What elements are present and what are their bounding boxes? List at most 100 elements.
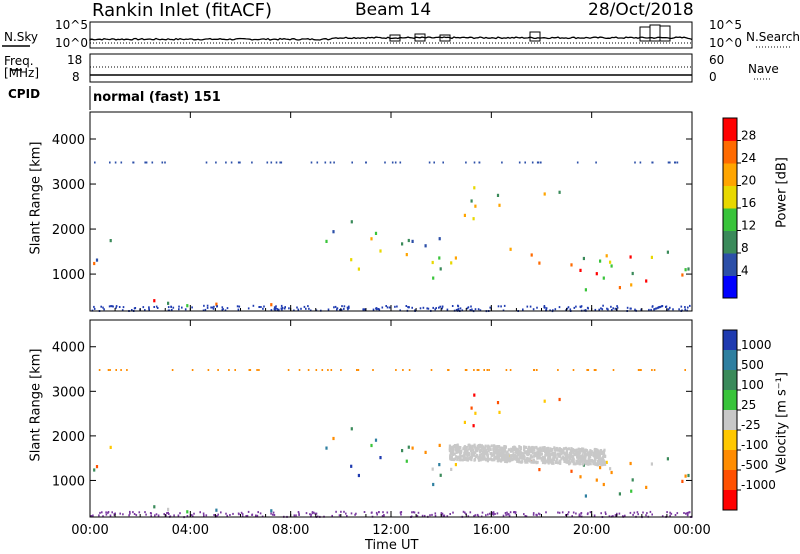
data-cell bbox=[488, 457, 491, 461]
data-cell bbox=[559, 459, 562, 463]
data-cell bbox=[465, 512, 467, 515]
data-cell bbox=[533, 448, 536, 452]
data-cell bbox=[251, 513, 254, 516]
data-cell bbox=[202, 512, 205, 515]
data-cell bbox=[145, 161, 148, 164]
power-colorbar-bin bbox=[723, 118, 737, 141]
data-cell bbox=[479, 456, 482, 460]
data-cell bbox=[379, 456, 382, 460]
data-cell bbox=[300, 307, 302, 310]
data-cell bbox=[577, 453, 580, 457]
cpid-value: normal (fast) 151 bbox=[93, 90, 221, 105]
nsky-series-line bbox=[89, 36, 693, 41]
data-cell bbox=[144, 309, 146, 312]
data-cell bbox=[545, 307, 548, 310]
data-cell bbox=[518, 452, 521, 456]
velocity-colorbar-tick-label: -1000 bbox=[741, 478, 776, 492]
data-cell bbox=[343, 307, 345, 310]
data-cell bbox=[472, 448, 475, 452]
data-cell bbox=[161, 161, 164, 164]
data-cell bbox=[258, 306, 260, 308]
data-cell bbox=[293, 514, 296, 517]
data-cell bbox=[279, 161, 281, 164]
data-cell bbox=[476, 444, 479, 448]
data-cell bbox=[338, 514, 341, 517]
power-colorbar-bin bbox=[723, 163, 737, 186]
data-cell bbox=[646, 512, 648, 515]
data-cell bbox=[405, 305, 408, 307]
data-cell bbox=[484, 451, 487, 455]
data-cell bbox=[598, 462, 601, 466]
data-cell bbox=[371, 511, 373, 514]
data-cell bbox=[519, 455, 522, 459]
data-cell bbox=[217, 513, 219, 516]
data-cell bbox=[471, 308, 473, 311]
data-cell bbox=[252, 304, 255, 307]
data-cell bbox=[215, 508, 218, 512]
data-cell bbox=[191, 514, 193, 517]
data-cell bbox=[469, 511, 472, 514]
data-cell bbox=[479, 457, 482, 461]
data-cell bbox=[450, 261, 453, 265]
data-cell bbox=[485, 458, 488, 462]
data-cell bbox=[462, 510, 465, 513]
data-cell bbox=[575, 453, 578, 456]
power-colorbar-bin bbox=[723, 185, 737, 209]
data-cell bbox=[593, 448, 596, 452]
data-cell bbox=[542, 448, 545, 452]
data-cell bbox=[237, 308, 240, 311]
data-cell bbox=[434, 308, 436, 311]
data-cell bbox=[221, 308, 224, 311]
data-cell bbox=[651, 513, 653, 516]
data-cell bbox=[590, 450, 593, 454]
data-cell bbox=[536, 451, 539, 455]
data-cell bbox=[572, 461, 575, 465]
data-cell bbox=[605, 460, 608, 464]
data-cell bbox=[575, 459, 578, 463]
data-cell bbox=[519, 450, 522, 454]
data-cell bbox=[150, 515, 152, 518]
data-cell bbox=[680, 305, 683, 308]
data-cell bbox=[558, 511, 561, 514]
data-cell bbox=[325, 446, 328, 450]
data-cell bbox=[402, 369, 404, 371]
data-cell bbox=[547, 461, 550, 465]
nsearch-tick-bottom: 10^0 bbox=[709, 36, 742, 50]
data-cell bbox=[363, 308, 365, 311]
data-cell bbox=[661, 515, 664, 518]
data-cell bbox=[399, 161, 402, 164]
data-cell bbox=[547, 446, 550, 450]
data-cell bbox=[685, 512, 687, 515]
data-cell bbox=[559, 461, 562, 465]
data-cell bbox=[330, 369, 333, 371]
y-tick-label: 2000 bbox=[52, 223, 85, 238]
data-cell bbox=[513, 457, 516, 461]
data-cell bbox=[540, 452, 543, 456]
data-cell bbox=[179, 512, 181, 515]
data-cell bbox=[498, 452, 502, 456]
data-cell bbox=[581, 459, 584, 463]
data-cell bbox=[379, 249, 382, 253]
data-cell bbox=[684, 306, 686, 308]
data-cell bbox=[122, 306, 125, 309]
data-cell bbox=[547, 453, 550, 457]
data-cell bbox=[486, 453, 489, 457]
velocity-panel-frame bbox=[89, 319, 693, 518]
data-cell bbox=[570, 447, 573, 451]
data-cell bbox=[199, 511, 201, 514]
data-cell bbox=[110, 305, 112, 308]
data-cell bbox=[612, 307, 614, 310]
data-cell bbox=[580, 512, 582, 515]
data-cell bbox=[522, 308, 524, 311]
data-cell bbox=[476, 446, 479, 450]
data-cell bbox=[489, 452, 492, 455]
data-cell bbox=[581, 462, 585, 466]
data-cell bbox=[537, 454, 540, 458]
data-cell bbox=[569, 461, 572, 465]
data-cell bbox=[571, 456, 575, 460]
data-cell bbox=[385, 305, 387, 307]
data-cell bbox=[109, 369, 111, 371]
power-heatmap bbox=[91, 161, 691, 313]
data-cell bbox=[451, 446, 454, 450]
data-cell bbox=[381, 306, 384, 309]
